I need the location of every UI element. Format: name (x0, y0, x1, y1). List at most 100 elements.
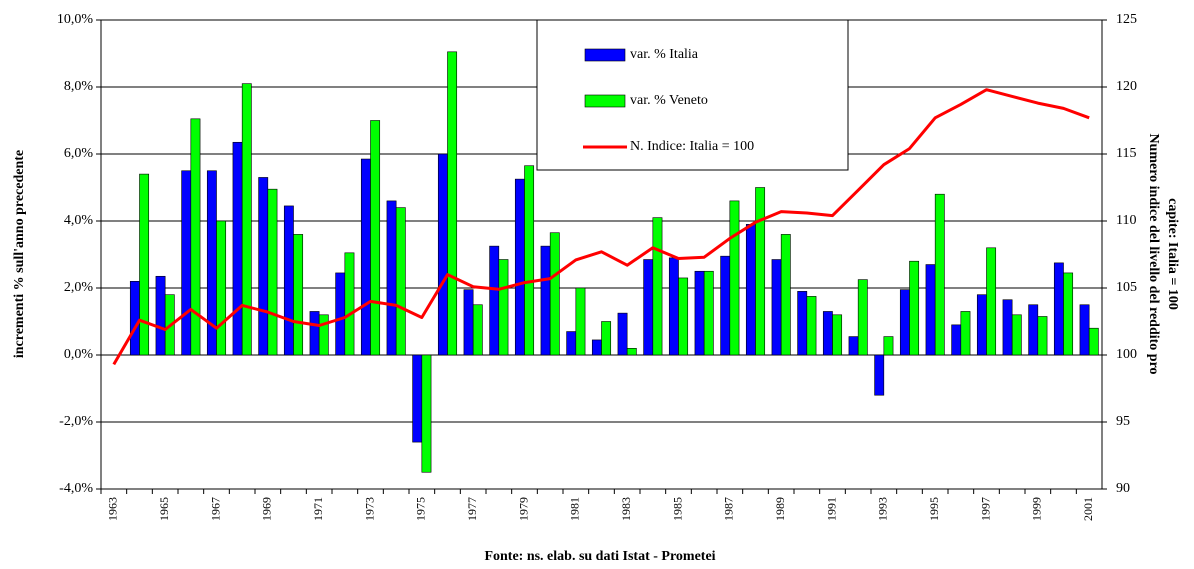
x-tick-label: 2001 (1081, 497, 1095, 521)
y-tick-label: 0,0% (64, 347, 94, 362)
source: Fonte: ns. elab. su dati Istat - Promete… (484, 549, 715, 564)
y2-axis-title: capite: Italia = 100 (1165, 198, 1180, 310)
bar (283, 205, 294, 356)
x-tick-label: 1989 (773, 497, 787, 521)
bar (447, 51, 458, 356)
bar (668, 257, 679, 356)
x-tick-label: 1987 (722, 497, 736, 521)
y-tick-label: -2,0% (59, 414, 93, 429)
bar (181, 170, 192, 356)
x-tick-label: 1965 (157, 497, 171, 521)
y-tick-label: 2,0% (64, 280, 94, 295)
bar (934, 193, 945, 356)
y2-tick-label: 105 (1116, 280, 1137, 295)
bar (216, 220, 227, 356)
bar (909, 260, 920, 356)
bar (729, 200, 740, 356)
y2-tick-label: 120 (1116, 79, 1137, 94)
bar (540, 245, 551, 356)
y2-axis-title: Numero indice del livello del reddito pr… (1146, 133, 1161, 374)
bar (626, 347, 637, 356)
y-tick-label: -4,0% (59, 481, 93, 496)
bar (678, 277, 689, 356)
bar (344, 252, 355, 356)
y-tick-label: 8,0% (64, 79, 94, 94)
bar (591, 339, 602, 356)
x-tick-label: 1963 (106, 497, 120, 521)
bar (745, 224, 756, 356)
bar (309, 311, 320, 356)
bar (489, 245, 500, 356)
legend-swatch (584, 48, 626, 62)
bar (771, 259, 782, 356)
bar (986, 247, 997, 356)
bar (822, 311, 833, 356)
bar (703, 270, 714, 356)
bar (643, 259, 654, 356)
bar (899, 289, 910, 356)
bar (652, 217, 663, 356)
y-axis-title: incrementi % sull'anno precedente (12, 150, 27, 358)
bar (524, 165, 535, 356)
bar (960, 311, 971, 356)
bar (335, 272, 346, 356)
bar (190, 118, 201, 356)
legend-label: N. Indice: Italia = 100 (630, 139, 754, 154)
x-tick-label: 1979 (516, 497, 530, 521)
bar (1063, 272, 1074, 356)
bar (318, 314, 329, 356)
x-tick-label: 1977 (465, 497, 479, 521)
legend-swatch (584, 94, 626, 108)
bar (857, 279, 868, 356)
x-tick-label: 1997 (978, 497, 992, 521)
y-tick-label: 10,0% (57, 12, 94, 27)
x-tick-label: 1999 (1030, 497, 1044, 521)
bar (129, 280, 140, 356)
bar (1028, 304, 1039, 356)
legend-label: var. % Veneto (630, 93, 708, 108)
bar (370, 120, 381, 356)
bar (848, 336, 859, 356)
bar (883, 336, 894, 356)
x-tick-label: 1971 (311, 497, 325, 521)
bar (1037, 316, 1048, 356)
bar (951, 324, 962, 356)
y2-tick-label: 95 (1116, 414, 1130, 429)
bar (232, 141, 243, 356)
bar (386, 200, 397, 356)
bar (395, 207, 406, 356)
bar (1002, 299, 1013, 356)
x-tick-label: 1973 (362, 497, 376, 521)
x-tick-label: 1975 (414, 497, 428, 521)
x-tick-label: 1991 (824, 497, 838, 521)
y2-tick-label: 110 (1116, 213, 1136, 228)
bar (797, 291, 808, 356)
bar (575, 287, 586, 356)
bar (412, 354, 423, 443)
line (112, 88, 1090, 366)
bar (1088, 327, 1099, 356)
bar (258, 177, 269, 356)
bar (925, 264, 936, 356)
x-tick-label: 1985 (670, 497, 684, 521)
x-tick-label: 1981 (568, 497, 582, 521)
bar (463, 289, 474, 356)
bar (694, 270, 705, 356)
y-tick-label: 6,0% (64, 146, 94, 161)
bar (360, 158, 371, 356)
bar (832, 314, 843, 356)
legend-label: var. % Italia (630, 47, 699, 62)
y2-tick-label: 100 (1116, 347, 1137, 362)
bar (293, 234, 304, 356)
bar (566, 331, 577, 356)
bar (437, 153, 448, 356)
x-tick-label: 1969 (260, 497, 274, 521)
bar (617, 312, 628, 356)
x-tick-label: 1993 (876, 497, 890, 521)
x-tick-label: 1995 (927, 497, 941, 521)
bar (421, 354, 432, 473)
bar (241, 83, 252, 356)
bar (720, 255, 731, 356)
bar (155, 275, 166, 356)
